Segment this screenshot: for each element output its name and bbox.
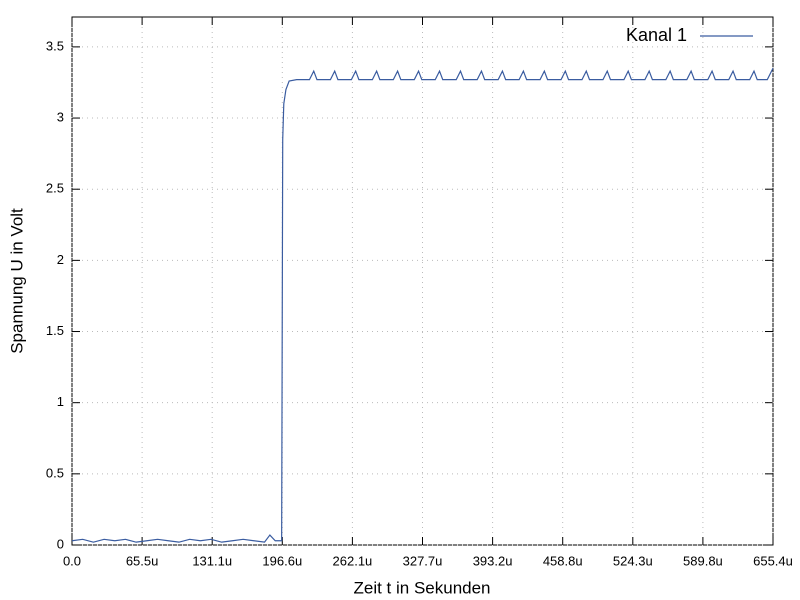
y-axis-label: Spannung U in Volt: [7, 208, 26, 354]
y-tick-label: 1: [57, 394, 64, 409]
plot-frame: [71, 16, 774, 546]
y-tick-label: 3: [57, 109, 64, 124]
x-tick-label: 65.5u: [126, 553, 159, 568]
y-tick-label: 0: [57, 536, 64, 551]
x-tick-label: 0.0: [63, 553, 81, 568]
legend-label: Kanal 1: [626, 25, 687, 45]
x-tick-label: 196.6u: [262, 553, 302, 568]
x-tick-label: 458.8u: [543, 553, 583, 568]
data-line: [71, 67, 774, 543]
x-tick-label: 589.8u: [683, 553, 723, 568]
y-tick-label: 2: [57, 252, 64, 267]
x-tick-label: 524.3u: [613, 553, 653, 568]
x-axis-label: Zeit t in Sekunden: [353, 578, 490, 597]
y-tick-label: 3.5: [46, 38, 64, 53]
x-tick-label: 262.1u: [333, 553, 373, 568]
x-tick-label: 131.1u: [192, 553, 232, 568]
y-tick-label: 1.5: [46, 323, 64, 338]
y-tick-label: 2.5: [46, 181, 64, 196]
x-tick-label: 327.7u: [403, 553, 443, 568]
x-tick-label: 393.2u: [473, 553, 513, 568]
y-tick-label: 0.5: [46, 465, 64, 480]
x-tick-label: 655.4u: [753, 553, 793, 568]
